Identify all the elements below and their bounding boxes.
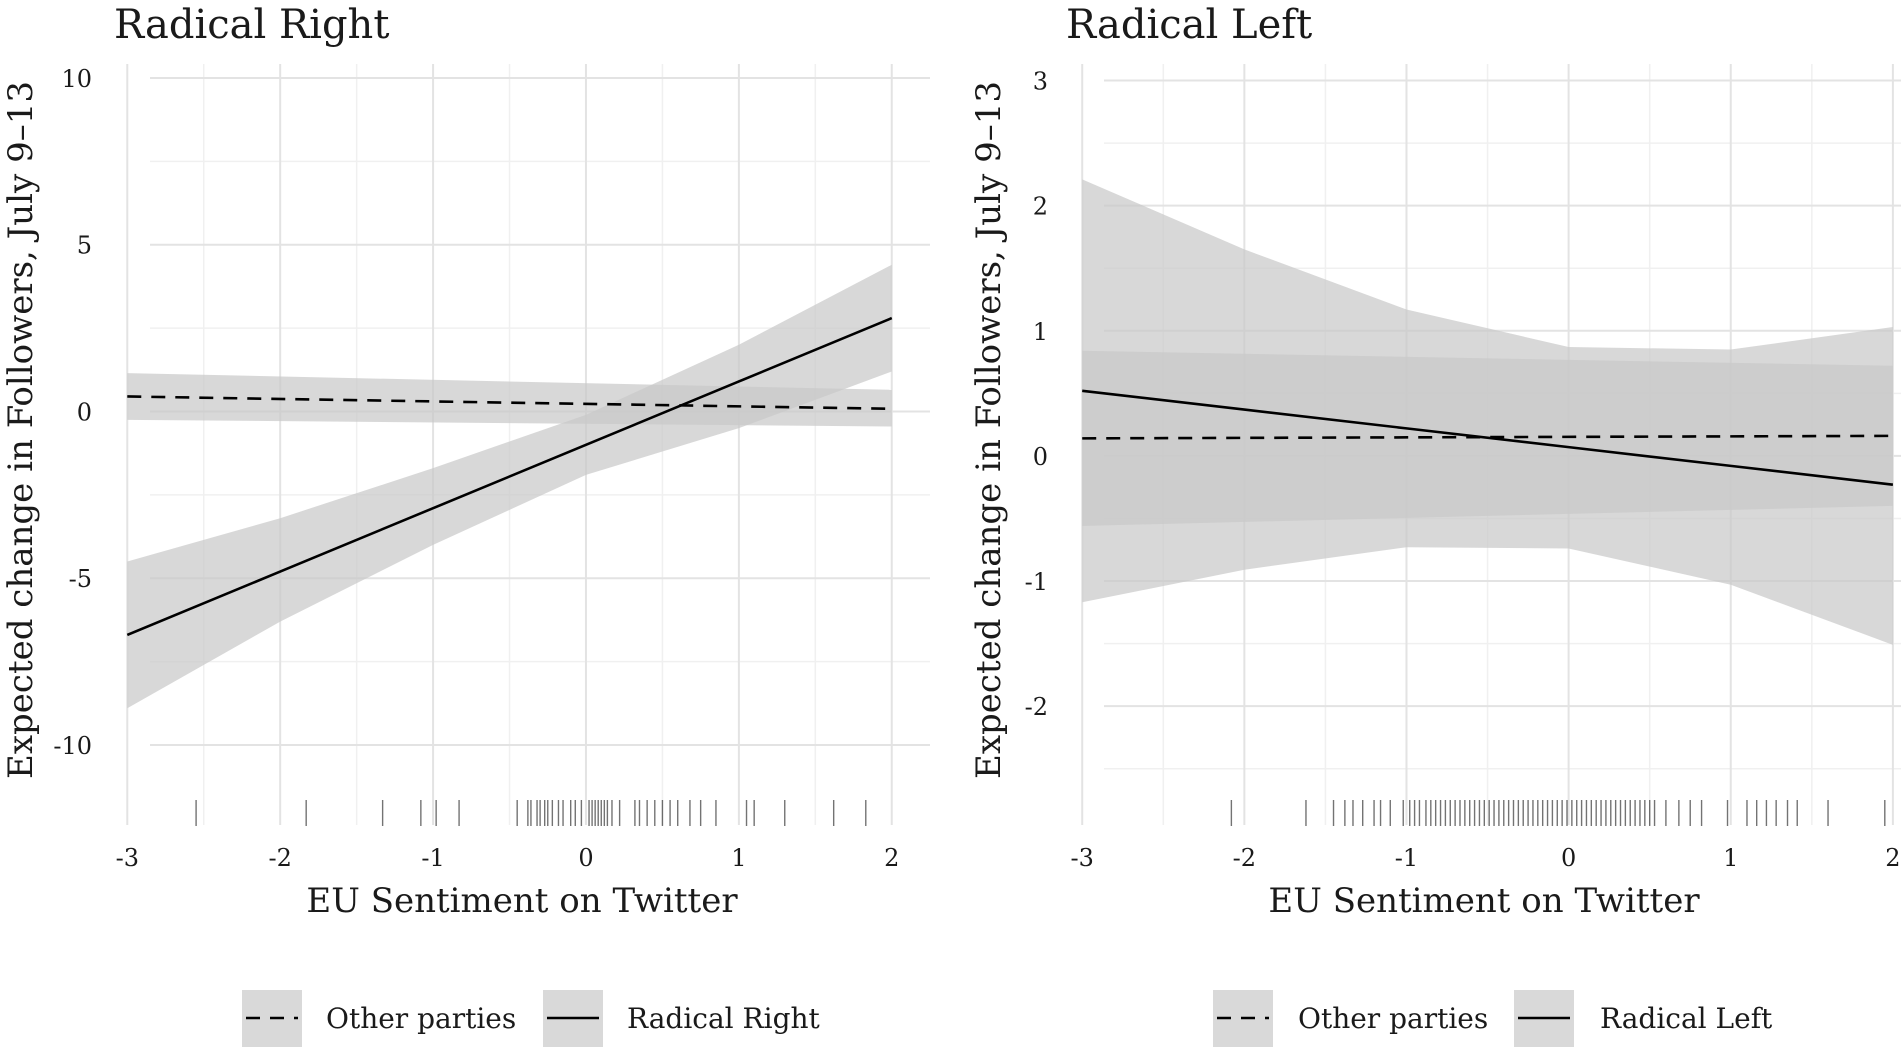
rug-marks bbox=[195, 800, 867, 826]
x-tick-label: 1 bbox=[1723, 844, 1738, 872]
series-line-other-parties bbox=[127, 395, 892, 411]
x-tick-label: -3 bbox=[116, 844, 139, 872]
y-tick-label: -5 bbox=[69, 565, 92, 593]
x-tick-label: 1 bbox=[731, 844, 746, 872]
x-tick-label: 2 bbox=[884, 844, 899, 872]
y-tick-label: 10 bbox=[61, 65, 92, 93]
y-tick-labels: 3 2 1 0 -1 -2 bbox=[1025, 68, 1048, 722]
chart-title: Radical Left bbox=[1066, 2, 1312, 48]
y-axis-label: Expected change in Followers, July 9–13 bbox=[969, 81, 1009, 779]
y-tick-label: 2 bbox=[1033, 193, 1048, 221]
y-tick-label: 0 bbox=[77, 398, 92, 426]
series-lines bbox=[1082, 389, 1894, 486]
series-line-radical-left bbox=[1082, 389, 1894, 486]
x-tick-label: -2 bbox=[1233, 844, 1256, 872]
ci-band-radical-left bbox=[1082, 179, 1893, 645]
x-tick-labels: -3 -2 -1 0 1 2 bbox=[116, 844, 900, 872]
y-tick-label: 1 bbox=[1033, 318, 1048, 346]
series-line-other-parties bbox=[1082, 434, 1893, 440]
x-tick-label: 0 bbox=[578, 844, 593, 872]
panel-radical-left: Radical Left 3 2 1 0 -1 -2 -3 -2 -1 0 1 2 EU Senti… bbox=[969, 2, 1901, 1047]
legend: Other parties Radical Left bbox=[1213, 990, 1773, 1047]
chart-title: Radical Right bbox=[114, 2, 389, 48]
series-line-radical-right bbox=[126, 316, 893, 637]
legend-label-radical-left: Radical Left bbox=[1600, 1002, 1773, 1035]
ci-band-radical-right bbox=[127, 264, 892, 709]
legend-label-other-parties: Other parties bbox=[1298, 1002, 1488, 1035]
rug-marks bbox=[1230, 800, 1886, 826]
x-tick-label: -3 bbox=[1071, 844, 1094, 872]
x-tick-label: -2 bbox=[268, 844, 291, 872]
series-lines bbox=[126, 316, 893, 637]
x-axis-label: EU Sentiment on Twitter bbox=[1268, 881, 1700, 921]
x-tick-labels: -3 -2 -1 0 1 2 bbox=[1071, 844, 1901, 872]
x-axis-label: EU Sentiment on Twitter bbox=[306, 881, 738, 921]
x-tick-label: 0 bbox=[1561, 844, 1576, 872]
y-tick-label: -1 bbox=[1025, 568, 1048, 596]
legend-label-radical-right: Radical Right bbox=[627, 1002, 821, 1035]
y-axis-label: Expected change in Followers, July 9–13 bbox=[1, 81, 41, 779]
y-tick-label: 3 bbox=[1033, 68, 1048, 96]
y-tick-label: -10 bbox=[53, 732, 92, 760]
legend: Other parties Radical Right bbox=[242, 990, 821, 1047]
x-tick-label: -1 bbox=[1395, 844, 1418, 872]
confidence-bands bbox=[127, 264, 892, 709]
legend-label-other-parties: Other parties bbox=[326, 1002, 516, 1035]
y-tick-label: 5 bbox=[77, 232, 92, 260]
x-tick-label: -1 bbox=[421, 844, 444, 872]
x-tick-label: 2 bbox=[1885, 844, 1900, 872]
y-tick-labels: 10 5 0 -5 -10 bbox=[53, 65, 92, 760]
y-tick-label: 0 bbox=[1033, 443, 1048, 471]
y-tick-label: -2 bbox=[1025, 693, 1048, 721]
